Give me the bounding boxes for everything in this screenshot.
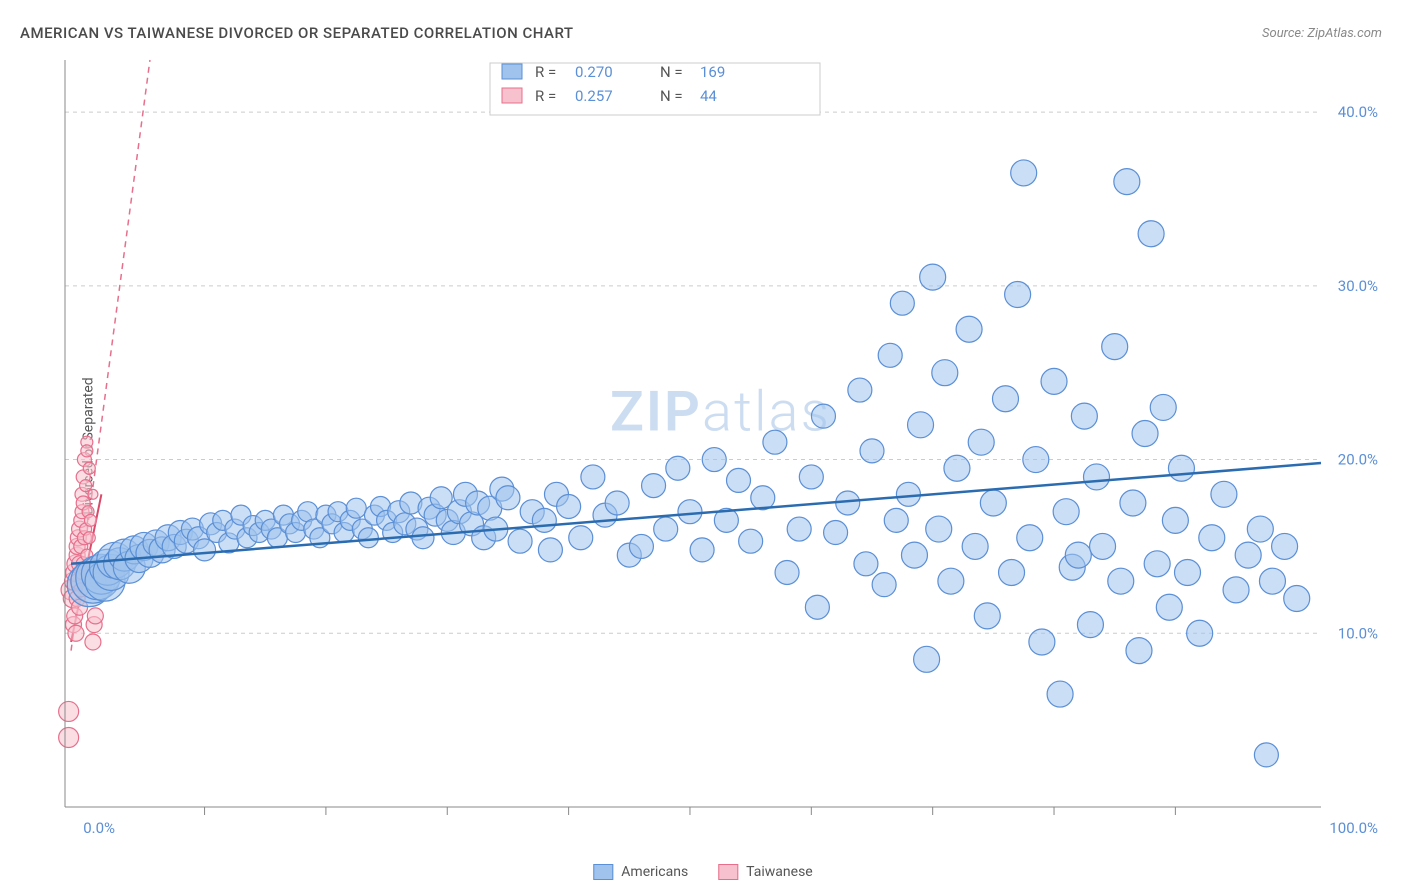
svg-text:169: 169 — [700, 63, 725, 81]
chart-area: 10.0% 20.0% 30.0% 40.0% ZIPatlas 0.0% 100.0% R … — [55, 55, 1386, 837]
svg-text:0.0%: 0.0% — [83, 819, 115, 837]
svg-text:10.0%: 10.0% — [1338, 624, 1378, 642]
svg-text:R =: R = — [535, 87, 556, 105]
svg-text:44: 44 — [700, 87, 717, 105]
legend-swatch-icon — [593, 864, 613, 880]
chart-title: AMERICAN VS TAIWANESE DIVORCED OR SEPARA… — [20, 24, 574, 42]
legend-label: Americans — [621, 864, 688, 880]
legend-item-americans: Americans — [593, 864, 688, 880]
svg-text:30.0%: 30.0% — [1338, 277, 1378, 295]
svg-text:100.0%: 100.0% — [1329, 819, 1378, 837]
legend-bottom: Americans Taiwanese — [593, 864, 812, 880]
svg-text:0.257: 0.257 — [575, 87, 613, 105]
svg-text:0.270: 0.270 — [575, 63, 613, 81]
svg-text:N =: N = — [660, 63, 683, 81]
legend-item-taiwanese: Taiwanese — [718, 864, 813, 880]
svg-text:R =: R = — [535, 63, 556, 81]
legend-label: Taiwanese — [746, 864, 813, 880]
svg-text:ZIPatlas: ZIPatlas — [610, 378, 831, 444]
scatter-chart: 10.0% 20.0% 30.0% 40.0% ZIPatlas 0.0% 100.0% R … — [55, 55, 1386, 837]
legend-swatch-icon — [718, 864, 738, 880]
svg-text:N =: N = — [660, 87, 683, 105]
svg-text:40.0%: 40.0% — [1338, 103, 1378, 121]
svg-text:20.0%: 20.0% — [1338, 451, 1378, 469]
source-label: Source: ZipAtlas.com — [1262, 26, 1382, 41]
